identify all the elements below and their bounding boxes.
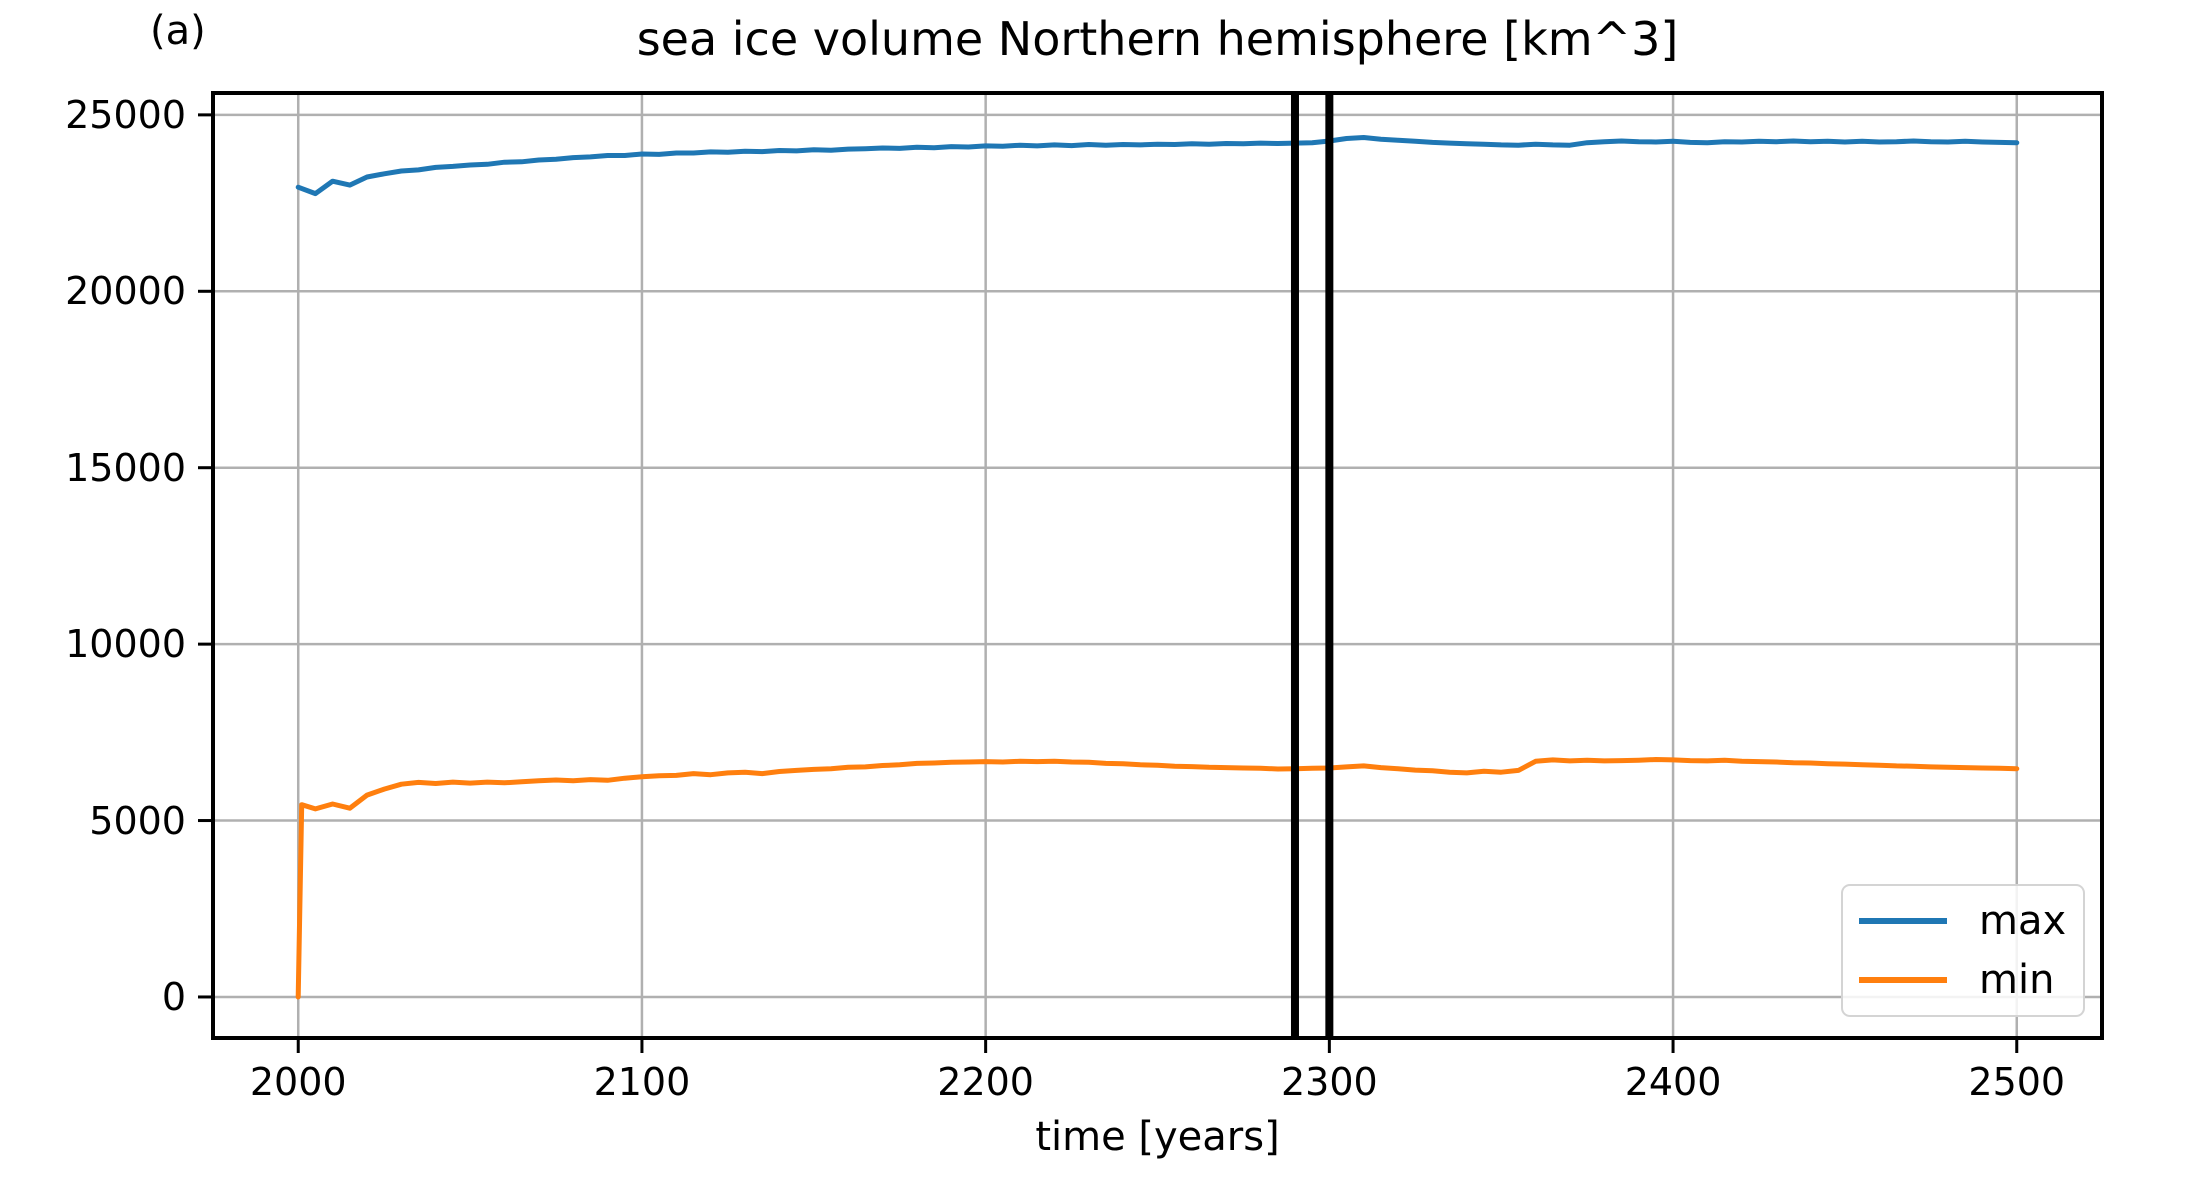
- x-tick-label: 2300: [1280, 1060, 1378, 1104]
- legend: max min: [1841, 884, 2085, 1017]
- legend-line-sample-max: [1859, 918, 1947, 925]
- series-line-min: [295, 757, 2020, 1000]
- y-tick-label: 0: [161, 974, 186, 1019]
- legend-label-max: max: [1979, 898, 2067, 945]
- legend-row-min: min: [1859, 957, 2083, 1003]
- x-tick-label: 2100: [593, 1060, 691, 1104]
- x-tick-label: 2000: [249, 1060, 347, 1104]
- y-tick-label: 10000: [65, 622, 186, 667]
- y-tick-label: 25000: [65, 92, 186, 137]
- axes-spines: [211, 91, 2104, 1040]
- figure-panel-label: (a): [150, 8, 206, 54]
- chart-title: sea ice volume Northern hemisphere [km^3…: [636, 12, 1679, 66]
- x-tick-label: 2500: [1968, 1060, 2066, 1104]
- y-tick-label: 5000: [89, 798, 186, 843]
- y-tick-label: 15000: [65, 445, 186, 490]
- legend-row-max: max: [1859, 898, 2083, 944]
- legend-line-sample-min: [1859, 976, 1947, 983]
- series-line-max: [295, 135, 2020, 197]
- y-tick-label: 20000: [65, 269, 186, 314]
- x-tick-label: 2200: [937, 1060, 1034, 1104]
- x-axis-label: time [years]: [1035, 1114, 1280, 1160]
- x-tick-label: 2400: [1624, 1060, 1722, 1104]
- legend-label-min: min: [1979, 956, 2055, 1003]
